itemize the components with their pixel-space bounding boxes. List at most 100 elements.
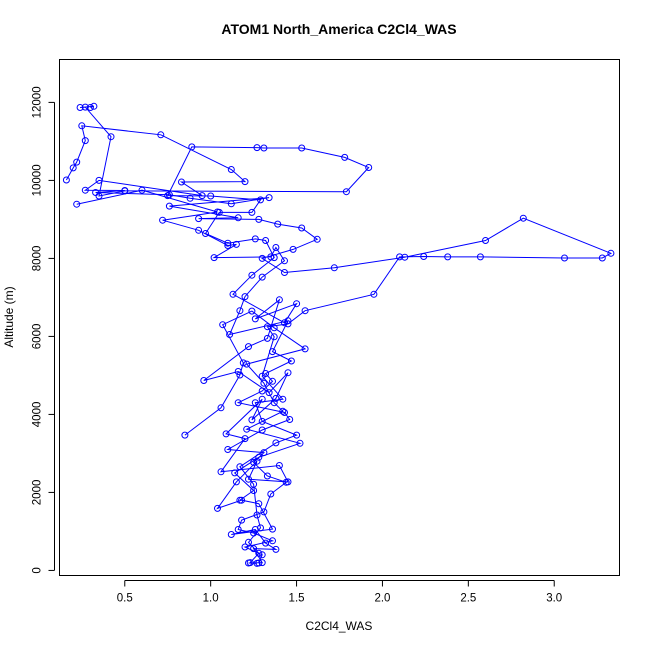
y-tick-label: 12000 (32, 86, 44, 118)
data-point (286, 416, 294, 423)
data-point (207, 192, 215, 200)
series-line-1 (80, 105, 370, 564)
data-point (272, 545, 280, 553)
data-point (260, 508, 268, 516)
data-point (200, 377, 208, 384)
data-point (248, 208, 256, 216)
data-point (401, 253, 409, 261)
data-point (270, 399, 278, 407)
data-point (251, 235, 259, 243)
data-point (178, 178, 185, 186)
data-point (227, 531, 235, 538)
data-point (265, 194, 273, 202)
y-tick-label: 8000 (32, 246, 44, 272)
data-point (272, 244, 280, 251)
data-point (279, 407, 287, 415)
data-point (263, 334, 271, 342)
data-point (232, 478, 240, 486)
data-point (420, 253, 428, 260)
data-point (298, 144, 306, 152)
data-point (269, 377, 276, 385)
data-point (262, 237, 270, 244)
data-point (370, 290, 378, 298)
data-point (258, 551, 266, 559)
data-point (270, 333, 278, 341)
data-point (73, 158, 81, 166)
data-point (159, 216, 167, 224)
data-point (476, 253, 484, 261)
data-point (262, 370, 270, 377)
data-point (272, 439, 280, 447)
series-line-2 (65, 125, 613, 563)
data-point (92, 189, 100, 196)
data-point (519, 214, 527, 222)
data-point (598, 254, 606, 262)
data-point (241, 293, 249, 301)
data-point (236, 307, 244, 315)
series-group (62, 102, 615, 567)
data-point (267, 490, 275, 498)
data-point (296, 439, 304, 447)
data-point (269, 348, 276, 356)
data-point (260, 379, 268, 387)
data-point (248, 416, 256, 424)
data-point (227, 166, 235, 173)
data-point (255, 549, 263, 557)
data-point (330, 264, 338, 272)
data-point (258, 273, 266, 281)
series-line-3 (76, 189, 293, 564)
y-axis: 0 2000 4000 6000 8000 10000 12000 (32, 86, 55, 574)
data-point (62, 176, 70, 184)
data-point (229, 290, 237, 298)
data-point (263, 472, 271, 480)
data-point (275, 296, 283, 304)
data-point (275, 462, 283, 469)
data-point (81, 137, 89, 145)
data-point (272, 394, 280, 402)
data-point (186, 194, 194, 202)
data-point (260, 144, 268, 152)
data-point (76, 104, 84, 111)
data-point (90, 102, 98, 110)
data-point (241, 178, 249, 186)
data-point (224, 446, 232, 453)
plot-frame (59, 59, 620, 576)
data-point (274, 220, 282, 228)
data-point (250, 487, 258, 494)
data-point (258, 387, 266, 395)
data-point (241, 543, 249, 551)
data-point (301, 345, 309, 353)
data-point (217, 404, 225, 412)
data-point (86, 104, 94, 111)
y-tick-label: 6000 (32, 324, 44, 350)
data-point (181, 431, 189, 439)
data-point (251, 399, 259, 407)
data-point (301, 307, 309, 315)
x-tick-label: 1.5 (289, 593, 305, 605)
data-point (243, 425, 251, 433)
data-point (234, 526, 242, 533)
data-point (607, 249, 615, 257)
data-point (195, 215, 203, 223)
data-point (250, 545, 258, 553)
data-point (284, 317, 292, 325)
data-point (258, 417, 266, 425)
data-point (253, 144, 261, 152)
data-point (267, 253, 275, 261)
data-point (234, 214, 242, 222)
data-point (258, 254, 266, 262)
data-point (287, 357, 295, 365)
series-line-4 (184, 310, 307, 501)
data-point (265, 389, 273, 397)
data-point (396, 253, 404, 261)
data-point (289, 245, 297, 253)
data-point (246, 559, 254, 567)
x-tick-label: 1.0 (203, 593, 219, 605)
data-point (224, 242, 232, 249)
data-point (279, 395, 287, 403)
data-point (81, 186, 89, 194)
y-tick-label: 4000 (32, 402, 44, 428)
data-point (444, 253, 452, 261)
x-axis: 0.5 1.0 1.5 2.0 2.5 3.0 (117, 580, 562, 605)
